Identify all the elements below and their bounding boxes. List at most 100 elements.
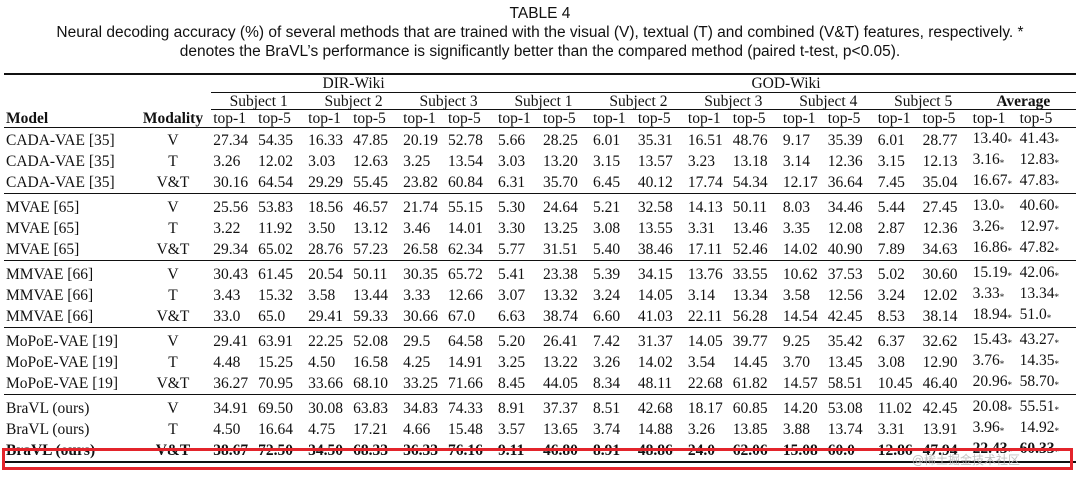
value-cell: 6.37 [875,327,921,352]
average-cell: 13.0* [970,193,1018,218]
results-body: CADA-VAE [35] V 27.34 54.35 16.33 47.85 20.19 5… [4,127,1076,463]
value-cell: 29.41 [211,327,257,352]
value-text: 56.28 [732,308,768,325]
value-text: 5.77 [498,241,526,258]
value-text: 44.05 [542,375,578,392]
value-text: 51.0 [1019,306,1047,323]
value-text: 3.24 [877,287,905,304]
model-name-cell: MVAE [65] [6,220,80,237]
table-row: MVAE [65] V&T 29.34 65.02 28.76 57.23 26.58 62.… [4,239,1076,261]
value-text: 8.51 [592,400,621,417]
value-cell: 3.31 [876,419,921,440]
model-name-cell: CADA-VAE [35] [6,174,115,191]
value-cell: 3.03 [306,151,351,172]
value-cell: 68.10 [351,373,401,395]
value-cell: 3.54 [686,352,731,373]
value-cell: 36.64 [826,172,876,194]
significance-star: * [1007,271,1013,281]
value-text: 27.45 [922,199,958,216]
value-cell: 3.26 [686,419,731,440]
value-cell: 13.22 [541,352,591,373]
average-header: Average [971,93,1076,111]
value-cell: 13.65 [541,419,591,440]
value-text: 32.58 [637,199,673,216]
header-group-row: DIR-Wiki GOD-Wiki [4,73,1076,93]
value-text: 12.08 [827,220,863,237]
value-text: 12.36 [827,153,863,170]
top-5-header: top-5 [542,110,576,127]
value-text: 14.20 [782,400,818,417]
value-cell: 39.77 [730,327,781,352]
table-row: MMVAE [66] V&T 33.0 65.0 29.41 59.33 30.66 67.0… [4,306,1076,328]
value-text: 3.58 [782,287,810,304]
value-text: 8.91 [498,400,526,417]
significance-star: * [1007,246,1013,256]
value-text: 9.11 [498,442,525,459]
value-cell: 10.45 [876,373,921,395]
value-text: 40.12 [637,174,673,191]
value-text: 13.18 [732,153,768,170]
value-text: 3.14 [782,153,810,170]
dir-subject-1-header: Subject 1 [211,93,306,111]
value-cell: 50.11 [730,193,781,218]
value-text: 3.08 [592,220,621,237]
value-text: 71.66 [447,375,483,392]
value-text: 5.44 [877,199,905,216]
significance-star: * [1007,313,1013,323]
value-text: 55.51 [1019,398,1055,415]
value-text: 35.70 [542,174,578,191]
average-cell: 3.26* [971,218,1018,239]
significance-star: * [1054,271,1059,281]
value-cell: 17.74 [686,172,731,194]
top-5-header: top-5 [827,110,861,127]
value-cell: 12.63 [351,151,401,172]
value-text: 28.77 [922,132,958,149]
value-text: 17.74 [687,174,723,191]
value-text: 29.41 [308,308,344,325]
value-cell: 70.95 [256,373,306,395]
value-text: 29.41 [213,333,249,350]
average-cell: 12.97* [1018,218,1076,239]
average-cell: 3.33* [971,285,1018,306]
value-text: 3.25 [498,354,526,371]
value-cell: 4.66 [401,419,446,440]
value-text: 3.24 [592,287,621,304]
top-1-header: top-1 [308,110,341,127]
value-cell: 13.76 [685,260,731,285]
value-cell: 14.91 [446,352,496,373]
value-cell: 33.0 [211,306,256,328]
value-cell: 3.70 [781,352,826,373]
value-text: 58.70 [1019,373,1055,390]
value-text: 3.31 [687,220,716,237]
value-cell: 5.30 [496,193,541,218]
average-cell: 16.86* [971,239,1018,261]
value-text: 6.63 [498,308,526,325]
value-text: 43.27 [1019,331,1055,348]
value-cell: 30.60 [920,260,971,285]
value-text: 12.90 [922,354,958,371]
value-cell: 30.08 [306,394,352,419]
value-text: 4.50 [213,421,241,438]
value-text: 30.08 [308,400,344,417]
value-cell: 28.76 [306,239,351,261]
caption-line-2: denotes the BraVL’s performance is signi… [179,43,901,60]
value-cell: 3.50 [306,218,351,239]
value-text: 13.12 [353,220,388,237]
value-text: 40.90 [827,241,863,258]
value-text: 68.10 [353,375,388,392]
value-cell: 12.17 [781,172,826,194]
value-cell: 3.14 [781,151,826,172]
value-text: 37.37 [542,400,578,417]
significance-star: * [999,359,1005,369]
value-text: 12.56 [827,287,863,304]
average-cell: 12.83* [1018,151,1076,172]
value-cell: 53.08 [825,394,876,419]
value-text: 6.01 [592,132,621,149]
value-cell: 8.53 [876,306,921,328]
value-text: 18.17 [687,400,723,417]
value-text: 14.01 [447,220,483,237]
significance-star: * [1054,380,1059,390]
table-row: MMVAE [66] T 3.43 15.32 3.58 13.44 3.33 12.66 3.… [4,285,1076,306]
value-text: 46.40 [922,375,958,392]
value-text: 36.64 [827,174,863,191]
